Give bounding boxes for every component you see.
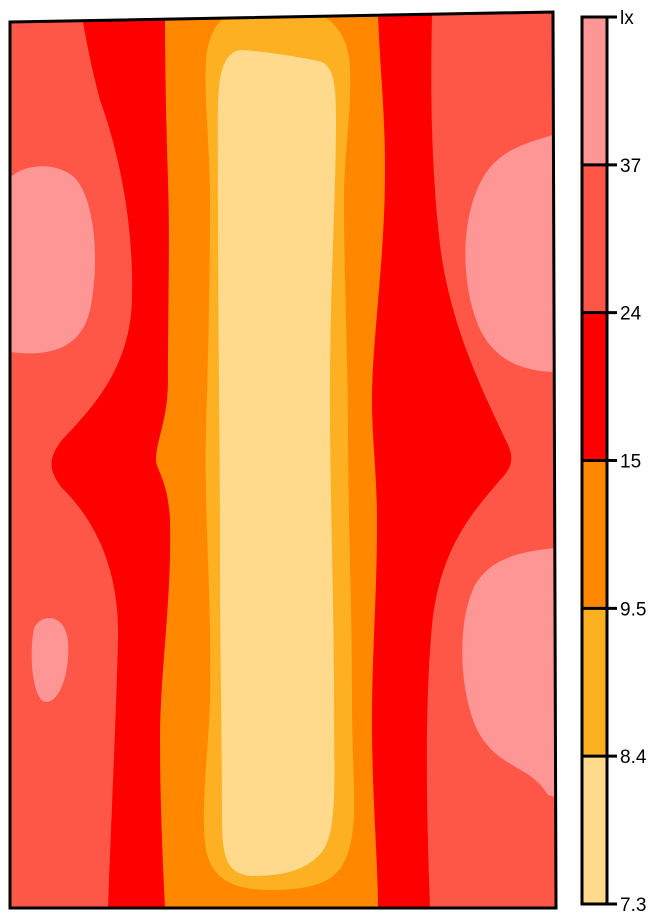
colorbar-ticks bbox=[582, 15, 617, 906]
colorbar-band-8.4-9.5 bbox=[582, 608, 607, 757]
colorbar-tick-label: 7.3 bbox=[620, 895, 646, 916]
colorbar-band-7.3-8.4 bbox=[582, 756, 607, 904]
colorbar-unit-label: lx bbox=[620, 8, 634, 29]
colorbar-tick-label: 37 bbox=[620, 156, 641, 177]
colorbar-tick-label: 15 bbox=[620, 452, 641, 473]
colorbar-tick-label: 8.4 bbox=[620, 747, 647, 768]
colorbar-band-15-24 bbox=[582, 312, 607, 461]
colorbar bbox=[582, 17, 607, 904]
plot-border bbox=[8, 10, 558, 910]
contour-band-37-max-right-upper bbox=[465, 110, 556, 372]
colorbar-labels: 7.3 8.4 9.5 15 24 37 lx bbox=[620, 8, 647, 916]
contour-band-37-max-right-lower bbox=[462, 540, 556, 810]
colorbar-band-37-max bbox=[582, 17, 607, 165]
colorbar-band-9.5-15 bbox=[582, 460, 607, 609]
contour-band-37-max-left-lower bbox=[31, 617, 69, 702]
contour-band-37-max-left-upper bbox=[10, 166, 95, 354]
contour-band-7.3-8.4 bbox=[217, 50, 336, 876]
contour-plot bbox=[10, 12, 556, 908]
colorbar-tick-label: 9.5 bbox=[620, 599, 646, 620]
colorbar-band-24-37 bbox=[582, 164, 607, 313]
colorbar-tick-label: 24 bbox=[620, 304, 642, 325]
